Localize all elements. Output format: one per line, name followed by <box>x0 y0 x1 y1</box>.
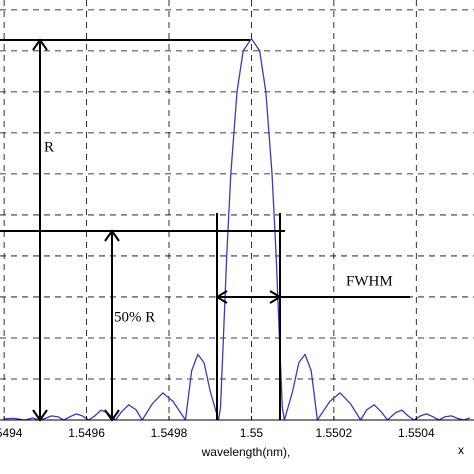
spectrum-line <box>4 37 471 421</box>
arrow-head <box>104 229 120 242</box>
x-axis-label: wavelength(nm), <box>201 445 291 459</box>
x-tick-label: 1.5494 <box>0 426 23 440</box>
grid <box>0 0 474 420</box>
annotation: FWHM <box>346 273 393 289</box>
x-ticks: 1.5494 1.5496 1.5498 1.55 1.5502 1.5504 <box>0 416 435 440</box>
x-tick-label: 1.5496 <box>68 426 105 440</box>
arrow-head <box>215 290 228 304</box>
x-multiplier: x <box>458 443 464 457</box>
annotation-lines <box>0 38 410 422</box>
x-tick-label: 1.5504 <box>398 426 435 440</box>
x-tick-label: 1.5502 <box>316 426 353 440</box>
x-tick-label: 1.5498 <box>151 426 188 440</box>
x-tick-label: 1.55 <box>240 426 264 440</box>
annotation: 50% R <box>114 309 155 325</box>
plot-area <box>4 37 471 421</box>
arrow-head <box>32 38 48 51</box>
annotation: R <box>44 139 54 155</box>
arrow-head <box>269 290 282 304</box>
